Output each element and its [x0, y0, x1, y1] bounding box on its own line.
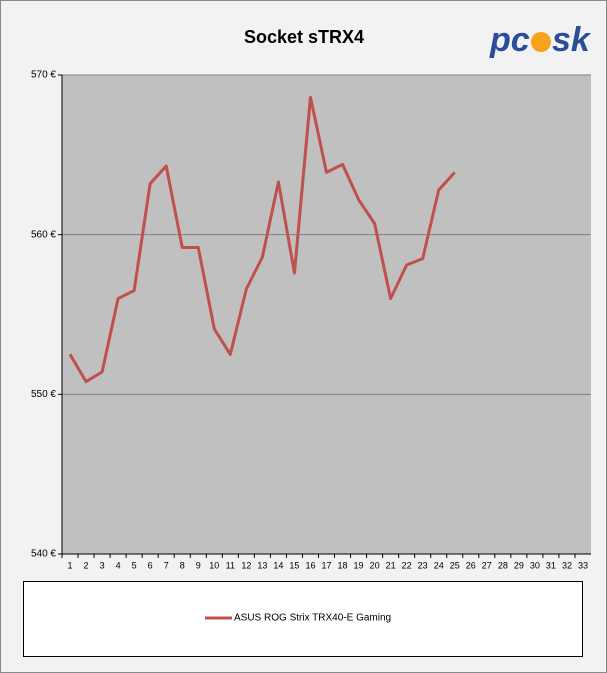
y-tick-label: 560 € — [31, 229, 56, 240]
x-tick-label: 29 — [514, 560, 524, 570]
plot-area — [62, 75, 591, 554]
x-tick-label: 8 — [180, 560, 185, 570]
x-tick-label: 23 — [418, 560, 428, 570]
y-tick-label: 570 € — [31, 70, 56, 81]
x-tick-label: 4 — [116, 560, 121, 570]
chart-title: Socket sTRX4 — [244, 27, 364, 47]
x-tick-label: 17 — [321, 560, 331, 570]
x-tick-label: 16 — [305, 560, 315, 570]
x-tick-label: 33 — [578, 560, 588, 570]
x-tick-label: 3 — [100, 560, 105, 570]
x-tick-label: 2 — [84, 560, 89, 570]
x-tick-label: 18 — [338, 560, 348, 570]
logo-text: sk — [552, 21, 592, 59]
x-tick-label: 7 — [164, 560, 169, 570]
y-tick-label: 540 € — [31, 549, 56, 560]
x-tick-label: 32 — [562, 560, 572, 570]
x-tick-label: 31 — [546, 560, 556, 570]
x-tick-label: 19 — [354, 560, 364, 570]
x-tick-label: 30 — [530, 560, 540, 570]
series-line — [68, 95, 456, 384]
x-tick-label: 28 — [498, 560, 508, 570]
y-tick-label: 550 € — [31, 389, 56, 400]
x-tick-label: 6 — [148, 560, 153, 570]
x-tick-label: 9 — [196, 560, 201, 570]
x-tick-label: 5 — [132, 560, 137, 570]
x-tick-label: 10 — [209, 560, 219, 570]
x-tick-label: 20 — [370, 560, 380, 570]
logo-flame — [531, 32, 551, 52]
x-tick-label: 12 — [241, 560, 251, 570]
x-tick-label: 1 — [68, 560, 73, 570]
x-tick-label: 21 — [386, 560, 396, 570]
x-tick-label: 13 — [257, 560, 267, 570]
legend-label: ASUS ROG Strix TRX40-E Gaming — [234, 613, 391, 624]
x-tick-label: 26 — [466, 560, 476, 570]
x-tick-label: 15 — [289, 560, 299, 570]
x-tick-label: 14 — [273, 560, 283, 570]
x-tick-label: 24 — [434, 560, 444, 570]
x-tick-label: 22 — [402, 560, 412, 570]
x-tick-label: 11 — [226, 560, 235, 570]
legend — [23, 581, 583, 657]
x-tick-label: 27 — [482, 560, 492, 570]
logo-text: pc — [489, 21, 530, 59]
logo: pc sk — [489, 21, 592, 59]
x-tick-label: 25 — [450, 560, 460, 570]
